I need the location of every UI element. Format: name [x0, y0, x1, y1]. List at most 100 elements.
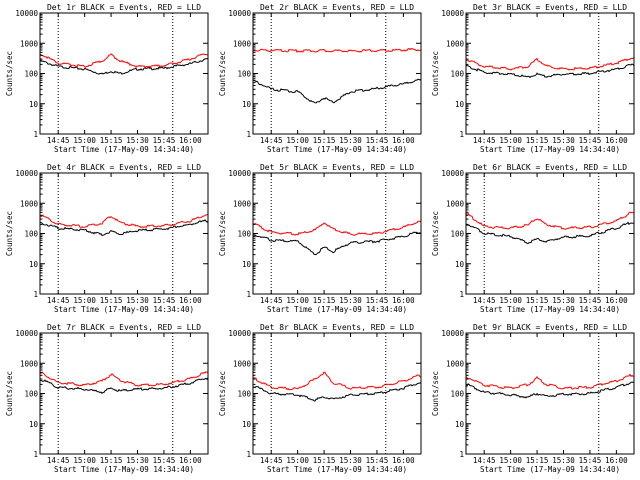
y-axis-label: Counts/sec: [5, 211, 14, 256]
x-axis-label: Start Time (17-May-09 14:34:40): [267, 145, 407, 154]
series-line-events: [39, 58, 209, 75]
chart-panel-5: Det 5r BLACK = Events, RED = LLD 1 10 100 10…: [218, 163, 422, 314]
x-tick-label: 14:45: [473, 296, 496, 305]
y-tick-label: 10000: [15, 9, 38, 18]
x-tick-label: 15:00: [73, 136, 96, 145]
y-tick-label: 1: [459, 450, 464, 459]
x-tick-label: 15:45: [579, 136, 602, 145]
x-tick-label: 15:30: [126, 456, 149, 465]
x-tick-label: 15:15: [313, 296, 336, 305]
chart-title: Det 7r BLACK = Events, RED = LLD: [47, 323, 201, 332]
series-line-lld: [252, 220, 422, 236]
y-tick-label: 10: [455, 260, 465, 269]
y-axis-label: Counts/sec: [218, 211, 227, 256]
x-tick-label: 15:00: [286, 456, 309, 465]
x-tick-label: 15:15: [526, 456, 549, 465]
x-tick-label: 15:30: [339, 296, 362, 305]
x-axis-label: Start Time (17-May-09 14:34:40): [480, 465, 620, 474]
chart-title: Det 4r BLACK = Events, RED = LLD: [47, 163, 201, 172]
y-tick-label: 1: [459, 130, 464, 139]
y-tick-label: 10000: [441, 9, 464, 18]
series-line-events: [465, 63, 635, 79]
chart-title: Det 6r BLACK = Events, RED = LLD: [473, 163, 627, 172]
y-tick-label: 10000: [228, 329, 251, 338]
y-tick-label: 100: [450, 230, 464, 239]
x-tick-label: 15:30: [552, 136, 575, 145]
y-tick-label: 1000: [20, 359, 39, 368]
chart-panel-7: Det 7r BLACK = Events, RED = LLD 1 10 100 10…: [5, 323, 209, 474]
y-tick-label: 1000: [446, 39, 465, 48]
y-tick-label: 10000: [228, 9, 251, 18]
y-axis-label: Counts/sec: [431, 211, 440, 256]
chart-title: Det 5r BLACK = Events, RED = LLD: [260, 163, 414, 172]
y-tick-label: 10000: [441, 329, 464, 338]
x-tick-label: 15:45: [579, 296, 602, 305]
x-tick-label: 14:45: [260, 456, 283, 465]
series-line-events: [465, 381, 635, 399]
y-tick-label: 100: [24, 230, 38, 239]
x-tick-label: 15:00: [286, 296, 309, 305]
y-tick-label: 1: [246, 130, 251, 139]
y-tick-label: 100: [24, 70, 38, 79]
x-tick-label: 15:00: [73, 296, 96, 305]
y-tick-label: 1000: [20, 199, 39, 208]
y-axis-label: Counts/sec: [431, 371, 440, 416]
y-tick-label: 1000: [233, 199, 252, 208]
x-tick-label: 16:00: [392, 296, 415, 305]
x-tick-label: 15:30: [126, 136, 149, 145]
series-line-lld: [39, 214, 209, 229]
x-tick-label: 14:45: [47, 296, 70, 305]
x-tick-label: 15:30: [552, 456, 575, 465]
x-tick-label: 16:00: [605, 136, 628, 145]
series-line-lld: [465, 57, 635, 71]
chart-panel-1: Det 1r BLACK = Events, RED = LLD 1 10 100 10…: [5, 3, 209, 154]
y-axis-label: Counts/sec: [218, 51, 227, 96]
x-tick-label: 15:30: [126, 296, 149, 305]
x-tick-label: 14:45: [260, 296, 283, 305]
x-tick-label: 15:15: [313, 136, 336, 145]
chart-panel-6: Det 6r BLACK = Events, RED = LLD 1 10 100 10…: [431, 163, 635, 314]
x-tick-label: 15:30: [339, 136, 362, 145]
x-tick-label: 15:45: [153, 456, 176, 465]
y-tick-label: 10000: [228, 169, 251, 178]
y-tick-label: 1: [33, 130, 38, 139]
x-tick-label: 16:00: [605, 456, 628, 465]
y-tick-label: 1: [33, 450, 38, 459]
chart-title: Det 1r BLACK = Events, RED = LLD: [47, 3, 201, 12]
x-tick-label: 14:45: [47, 136, 70, 145]
chart-title: Det 8r BLACK = Events, RED = LLD: [260, 323, 414, 332]
y-tick-label: 1000: [446, 199, 465, 208]
y-tick-label: 1: [459, 290, 464, 299]
y-axis-label: Counts/sec: [218, 371, 227, 416]
series-line-events: [252, 231, 422, 256]
x-axis-label: Start Time (17-May-09 14:34:40): [267, 465, 407, 474]
series-line-events: [465, 221, 635, 245]
chart-title: Det 9r BLACK = Events, RED = LLD: [473, 323, 627, 332]
y-tick-label: 1000: [233, 39, 252, 48]
x-tick-label: 14:45: [473, 136, 496, 145]
plot-frame: [39, 172, 209, 295]
x-axis-label: Start Time (17-May-09 14:34:40): [54, 145, 194, 154]
y-axis-label: Counts/sec: [431, 51, 440, 96]
chart-title: Det 3r BLACK = Events, RED = LLD: [473, 3, 627, 12]
x-tick-label: 15:45: [579, 456, 602, 465]
y-tick-label: 10: [29, 260, 39, 269]
y-tick-label: 10: [455, 420, 465, 429]
chart-panel-4: Det 4r BLACK = Events, RED = LLD 1 10 100 10…: [5, 163, 209, 314]
x-tick-label: 15:15: [313, 456, 336, 465]
y-tick-label: 10: [242, 420, 252, 429]
y-tick-label: 10: [242, 260, 252, 269]
x-tick-label: 15:00: [73, 456, 96, 465]
y-tick-label: 10: [455, 100, 465, 109]
x-tick-label: 16:00: [179, 136, 202, 145]
x-tick-label: 15:15: [526, 136, 549, 145]
x-axis-label: Start Time (17-May-09 14:34:40): [267, 305, 407, 314]
y-tick-label: 100: [237, 230, 251, 239]
x-axis-label: Start Time (17-May-09 14:34:40): [480, 305, 620, 314]
x-tick-label: 15:00: [499, 136, 522, 145]
chart-panel-2: Det 2r BLACK = Events, RED = LLD 1 10 100 10…: [218, 3, 422, 154]
y-tick-label: 10000: [15, 169, 38, 178]
series-line-lld: [465, 373, 635, 390]
y-tick-label: 10: [242, 100, 252, 109]
series-line-lld: [39, 371, 209, 387]
